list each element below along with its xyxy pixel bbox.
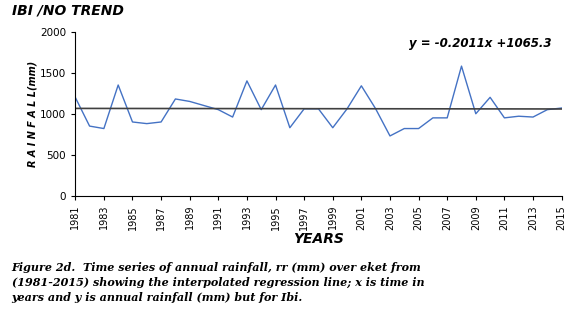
Text: y = -0.2011x +1065.3: y = -0.2011x +1065.3: [409, 37, 552, 50]
X-axis label: YEARS: YEARS: [293, 233, 344, 246]
Y-axis label: R A I N F A L L(mm): R A I N F A L L(mm): [27, 61, 37, 167]
Text: Figure 2d.  Time series of annual rainfall, rr (mm) over eket from
(1981-2015) s: Figure 2d. Time series of annual rainfal…: [12, 262, 424, 303]
Text: IBI /NO TREND: IBI /NO TREND: [12, 3, 123, 17]
